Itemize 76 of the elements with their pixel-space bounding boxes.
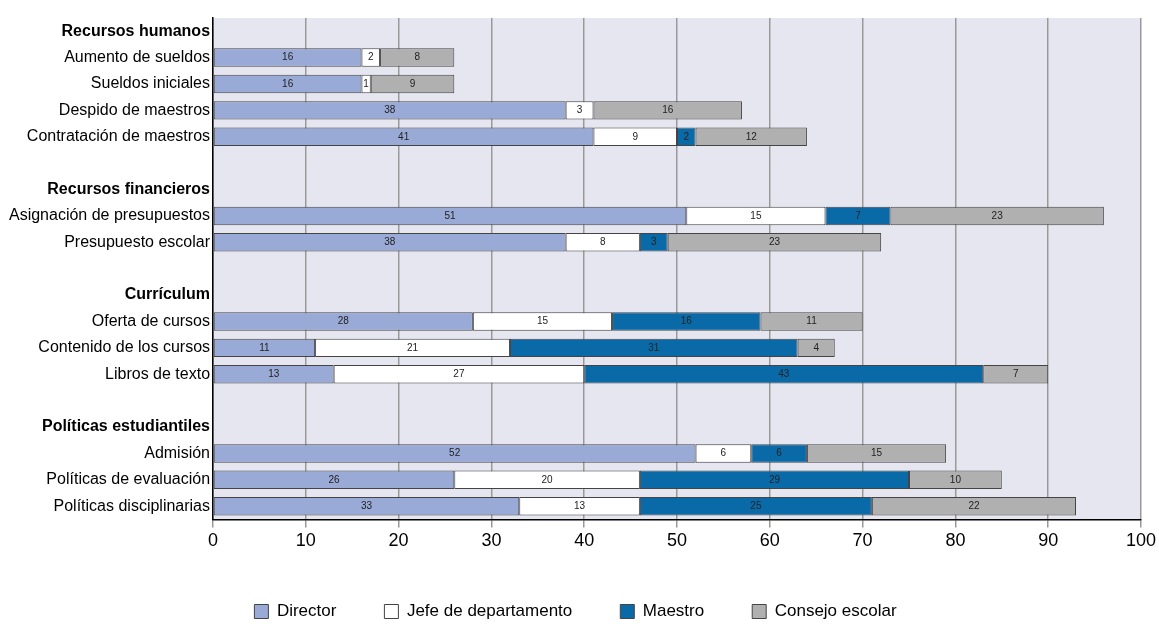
data-label: 23 (768, 236, 781, 248)
data-label: 22 (968, 499, 980, 511)
x-tick-label: 20 (388, 530, 409, 551)
data-label: 16 (282, 77, 294, 89)
data-label: 9 (409, 77, 416, 89)
data-label: 8 (599, 236, 606, 248)
y-tick-label: Oferta de cursos (91, 311, 211, 329)
data-label: 11 (259, 341, 271, 353)
y-tick-label: Políticas estudiantiles (41, 417, 211, 435)
x-tick-label: 90 (1038, 530, 1059, 551)
y-tick-label: Contratación de maestros (26, 127, 211, 145)
data-label: 2 (368, 51, 374, 63)
data-label: 41 (398, 130, 410, 142)
y-tick-label: Políticas disciplinarias (53, 496, 211, 514)
data-label: 26 (328, 473, 341, 485)
data-label: 11 (806, 315, 818, 327)
data-label: 4 (813, 341, 820, 353)
x-tick-label: 10 (295, 530, 316, 551)
data-label: 13 (574, 499, 586, 511)
data-label: 3 (651, 236, 658, 248)
x-tick-label: 100 (1125, 530, 1157, 551)
data-label: 43 (778, 368, 790, 380)
data-label: 2 (683, 130, 690, 142)
data-label: 15 (870, 447, 883, 459)
data-label: 8 (414, 51, 421, 63)
y-tick-label: Aumento de sueldos (64, 47, 211, 65)
data-label: 38 (384, 236, 396, 248)
x-tick-label: 80 (945, 530, 966, 551)
y-tick-label: Despido de maestros (58, 100, 211, 118)
y-tick-label: Libros de texto (105, 364, 211, 382)
data-label: 21 (406, 341, 419, 353)
data-label: 6 (776, 447, 783, 459)
y-tick-label: Admisión (144, 443, 211, 461)
data-label: 3 (576, 104, 583, 116)
data-label: 9 (632, 130, 639, 142)
x-tick-label: 70 (852, 530, 873, 551)
data-label: 15 (536, 315, 549, 327)
data-label: 31 (648, 341, 660, 353)
data-label: 16 (680, 315, 693, 327)
y-tick-label: Asignación de presupuestos (8, 206, 211, 224)
x-tick-label: 30 (481, 530, 502, 551)
data-label: 10 (949, 473, 962, 485)
data-label: 28 (337, 315, 350, 327)
data-label: 51 (444, 209, 457, 221)
data-label: 25 (750, 499, 762, 511)
legend-label: Director (276, 601, 337, 621)
data-label: 7 (855, 209, 862, 221)
data-label: 27 (453, 368, 465, 380)
legend-label: Jefe de departamento (406, 601, 573, 621)
legend-label: Maestro (642, 601, 705, 621)
x-tick-label: 60 (759, 530, 780, 551)
data-label: 12 (745, 130, 758, 142)
data-label: 23 (991, 209, 1004, 221)
data-label: 6 (720, 447, 727, 459)
y-tick-label: Sueldos iniciales (90, 74, 211, 92)
data-label: 16 (662, 104, 674, 116)
x-tick-label: 50 (666, 530, 688, 551)
data-label: 16 (282, 51, 294, 63)
data-label: 52 (449, 447, 461, 459)
y-tick-label: Recursos financieros (47, 179, 211, 197)
y-tick-label: Recursos humanos (61, 21, 211, 39)
x-tick-label: 0 (208, 530, 219, 551)
x-tick-label: 40 (574, 530, 595, 551)
y-tick-label: Políticas de evaluación (46, 470, 211, 488)
data-label: 13 (268, 368, 280, 380)
y-tick-label: Presupuesto escolar (64, 232, 211, 250)
legend-label: Consejo escolar (774, 601, 897, 621)
data-label: 1 (363, 77, 370, 89)
data-label: 33 (360, 499, 373, 511)
data-label: 38 (384, 104, 396, 116)
data-label: 29 (768, 473, 781, 485)
y-tick-label: Contenido de los cursos (38, 338, 211, 356)
data-label: 7 (1012, 368, 1019, 380)
y-tick-label: Currículum (124, 285, 211, 303)
data-label: 15 (750, 209, 762, 221)
data-label: 20 (541, 473, 554, 485)
